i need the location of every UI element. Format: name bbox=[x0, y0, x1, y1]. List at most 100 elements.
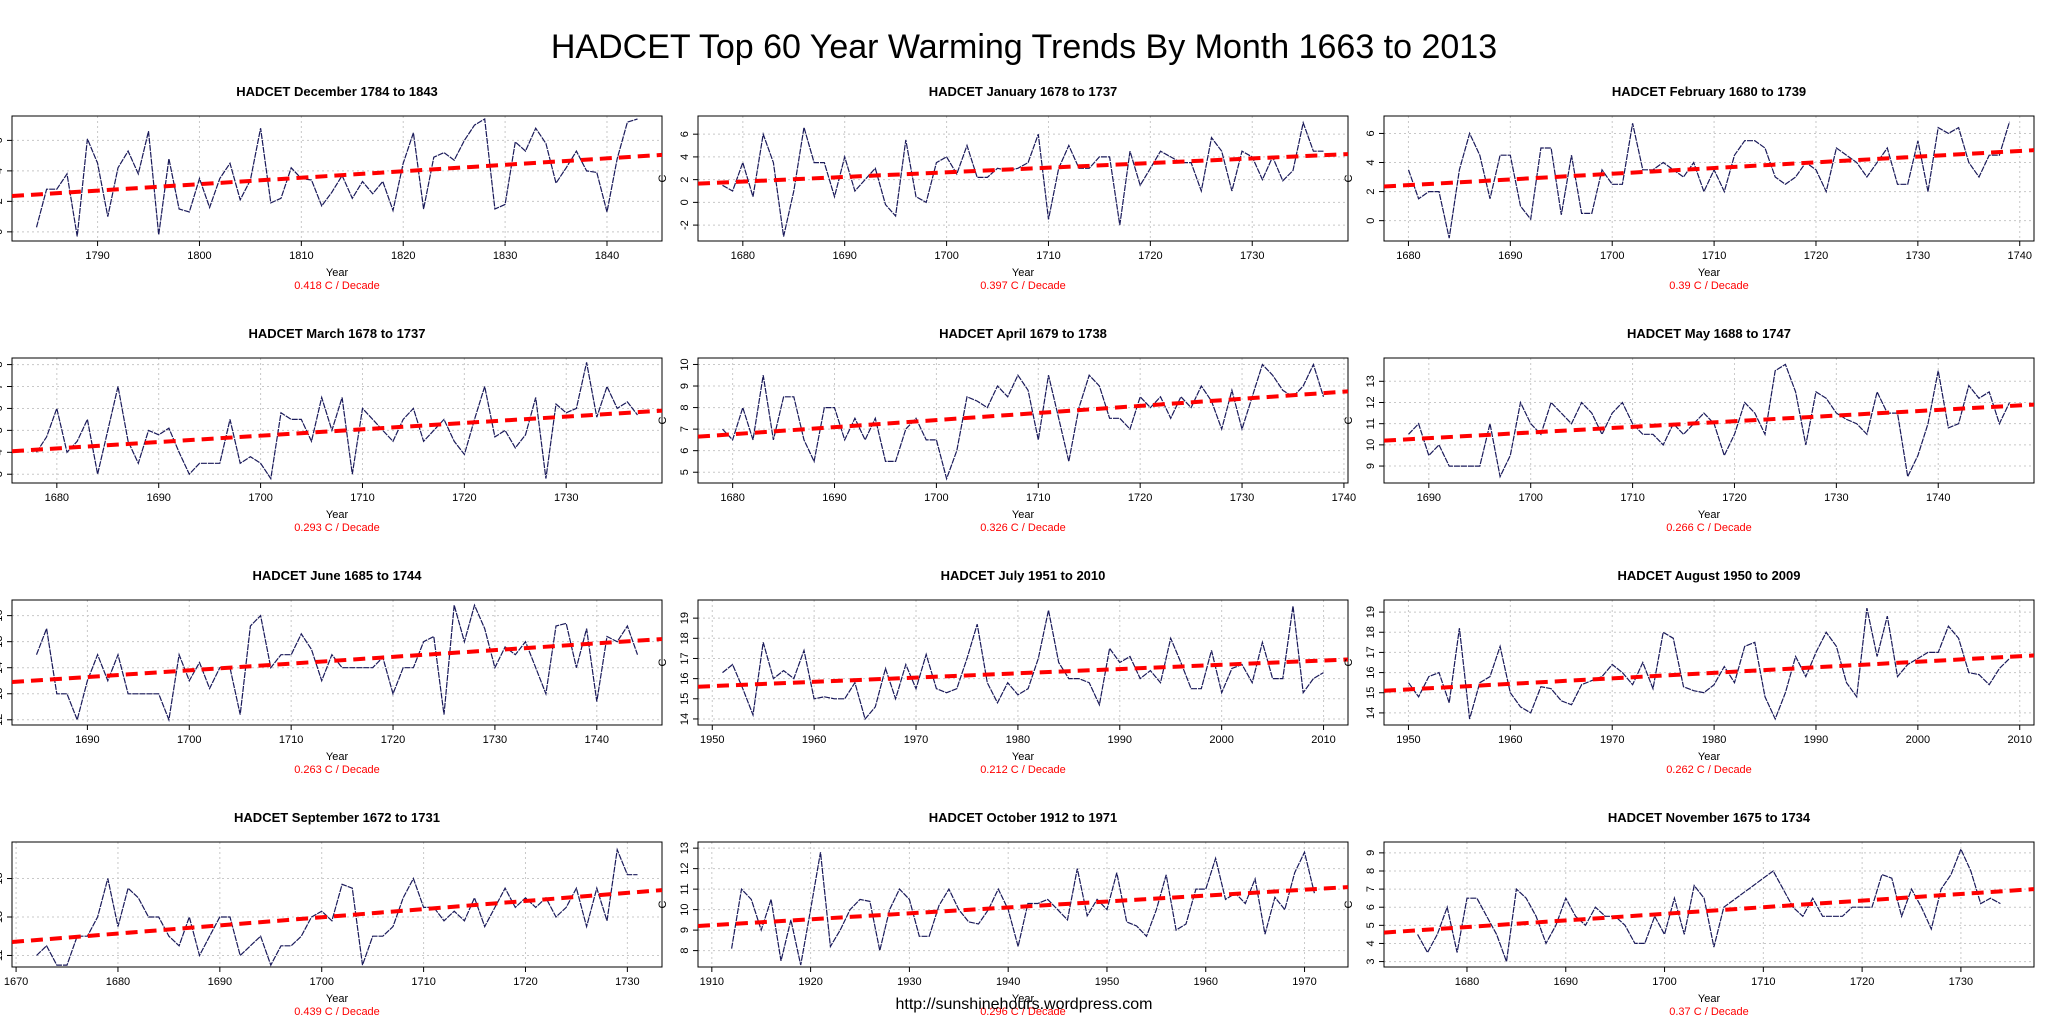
y-tick-label: 19 bbox=[679, 612, 691, 624]
chart-panel-5: HADCET April 1679 to 1738 1680 1690 1700 171… bbox=[657, 326, 1356, 534]
x-tick-label: 1940 bbox=[996, 976, 1020, 988]
y-tick-label: 13 bbox=[0, 688, 5, 700]
trend-line bbox=[11, 637, 663, 685]
x-axis-label: Year bbox=[1698, 993, 1721, 1005]
y-tick-label: 8 bbox=[679, 948, 691, 954]
y-tick-label: 12 bbox=[679, 863, 691, 875]
series-line bbox=[722, 362, 1325, 481]
trend-rate-label: 0.293 C / Decade bbox=[294, 522, 380, 534]
x-axis-label: Year bbox=[1012, 267, 1035, 279]
x-tick-label: 1690 bbox=[832, 250, 856, 262]
y-tick-label: 4 bbox=[1365, 159, 1377, 165]
y-tick-label: 3 bbox=[1365, 959, 1377, 965]
trend-rate-label: 0.439 C / Decade bbox=[294, 1006, 380, 1018]
chart-panel-6: HADCET May 1688 to 1747 1690 1700 1710 1720 1… bbox=[1343, 326, 2035, 534]
trend-rate-label: 0.263 C / Decade bbox=[294, 764, 380, 776]
x-tick-label: 1920 bbox=[798, 976, 822, 988]
trend-rate-label: 0.37 C / Decade bbox=[1669, 1006, 1749, 1018]
chart-panel-11: HADCET October 1912 to 1971 1910 1920 1930 1… bbox=[657, 810, 1349, 1018]
y-tick-label: 16 bbox=[0, 610, 5, 622]
x-tick-label: 1980 bbox=[1006, 734, 1030, 746]
x-tick-label: 1680 bbox=[731, 250, 755, 262]
x-tick-label: 1720 bbox=[452, 492, 476, 504]
chart-title: HADCET February 1680 to 1739 bbox=[1612, 84, 1806, 99]
y-axis-label: C bbox=[657, 416, 669, 424]
x-tick-label: 1680 bbox=[1455, 976, 1479, 988]
x-tick-label: 1840 bbox=[595, 250, 619, 262]
chart-panel-4: HADCET March 1678 to 1737 1680 1690 1700 171… bbox=[0, 326, 663, 534]
plot-frame bbox=[697, 115, 1349, 242]
chart-panel-10: HADCET September 1672 to 1731 1670 1680 169… bbox=[0, 810, 663, 1018]
x-tick-label: 1980 bbox=[1702, 734, 1726, 746]
x-tick-label: 2010 bbox=[1311, 734, 1335, 746]
x-tick-label: 1690 bbox=[1498, 250, 1522, 262]
x-tick-label: 2000 bbox=[1906, 734, 1930, 746]
y-tick-label: 11 bbox=[1365, 418, 1377, 429]
x-tick-label: 1930 bbox=[897, 976, 921, 988]
x-tick-label: 1740 bbox=[2007, 250, 2031, 262]
x-tick-label: 1710 bbox=[1751, 976, 1775, 988]
y-tick-label: 14 bbox=[0, 662, 5, 674]
plot-frame bbox=[11, 841, 663, 968]
chart-panel-9: HADCET August 1950 to 2009 1950 1960 1970 19… bbox=[1343, 568, 2035, 776]
x-tick-label: 1710 bbox=[411, 976, 435, 988]
plot-frame bbox=[1383, 357, 2035, 484]
y-tick-label: 10 bbox=[1365, 439, 1377, 451]
y-tick-label: 7 bbox=[679, 426, 691, 432]
y-tick-label: 9 bbox=[679, 383, 691, 389]
y-tick-label: 7 bbox=[0, 383, 5, 389]
x-tick-label: 1690 bbox=[75, 734, 99, 746]
y-tick-label: 2 bbox=[1365, 189, 1377, 195]
y-tick-label: 3 bbox=[0, 471, 5, 477]
x-tick-label: 1690 bbox=[1417, 492, 1441, 504]
trend-line bbox=[1383, 148, 2035, 189]
y-tick-label: 12 bbox=[0, 714, 5, 726]
trend-rate-label: 0.296 C / Decade bbox=[980, 1006, 1066, 1018]
y-tick-label: 14 bbox=[1365, 707, 1377, 719]
chart-panel-2: HADCET January 1678 to 1737 1680 1690 1700 1… bbox=[657, 84, 1349, 292]
y-axis-label: C bbox=[657, 658, 669, 666]
footer-url[interactable]: http://sunshinehours.wordpress.com bbox=[895, 996, 1153, 1013]
series-line bbox=[1408, 363, 2011, 479]
y-tick-label: 6 bbox=[1365, 130, 1377, 136]
x-tick-label: 1700 bbox=[934, 250, 958, 262]
trend-line bbox=[1383, 402, 2035, 443]
x-tick-label: 1720 bbox=[1804, 250, 1828, 262]
x-tick-label: 1730 bbox=[1824, 492, 1848, 504]
trend-rate-label: 0.212 C / Decade bbox=[980, 764, 1066, 776]
x-axis-label: Year bbox=[1698, 751, 1721, 763]
plot-frame bbox=[1383, 841, 2035, 968]
y-tick-label: 6 bbox=[679, 448, 691, 454]
chart-title: HADCET January 1678 to 1737 bbox=[929, 84, 1118, 99]
trend-rate-label: 0.397 C / Decade bbox=[980, 280, 1066, 292]
chart-panel-1: HADCET December 1784 to 1843 1790 1800 1810… bbox=[0, 84, 663, 292]
x-tick-label: 2010 bbox=[2007, 734, 2031, 746]
x-axis-label: Year bbox=[326, 751, 349, 763]
y-tick-label: 2 bbox=[679, 177, 691, 183]
x-tick-label: 1970 bbox=[904, 734, 928, 746]
x-tick-label: 1720 bbox=[513, 976, 537, 988]
x-tick-label: 1740 bbox=[585, 734, 609, 746]
chart-panel-8: HADCET July 1951 to 2010 1950 1960 1970 1980… bbox=[657, 568, 1349, 776]
x-tick-label: 1820 bbox=[391, 250, 415, 262]
x-tick-label: 1910 bbox=[700, 976, 724, 988]
x-tick-label: 1950 bbox=[700, 734, 724, 746]
y-tick-label: 4 bbox=[0, 449, 5, 455]
trend-rate-label: 0.262 C / Decade bbox=[1666, 764, 1752, 776]
x-axis-label: Year bbox=[1012, 509, 1035, 521]
chart-title: HADCET May 1688 to 1747 bbox=[1627, 326, 1791, 341]
chart-title: HADCET September 1672 to 1731 bbox=[234, 810, 440, 825]
x-tick-label: 1730 bbox=[1240, 250, 1264, 262]
x-tick-label: 1700 bbox=[309, 976, 333, 988]
plot-frame bbox=[11, 357, 663, 484]
y-tick-label: 8 bbox=[0, 362, 5, 368]
y-tick-label: 2 bbox=[0, 198, 5, 204]
chart-title: HADCET March 1678 to 1737 bbox=[248, 326, 425, 341]
y-tick-label: 16 bbox=[1365, 666, 1377, 678]
y-tick-label: 15 bbox=[0, 636, 5, 648]
x-tick-label: 1740 bbox=[1926, 492, 1950, 504]
x-tick-label: 1710 bbox=[279, 734, 303, 746]
x-tick-label: 1730 bbox=[483, 734, 507, 746]
x-tick-label: 1830 bbox=[493, 250, 517, 262]
x-axis-label: Year bbox=[1698, 267, 1721, 279]
